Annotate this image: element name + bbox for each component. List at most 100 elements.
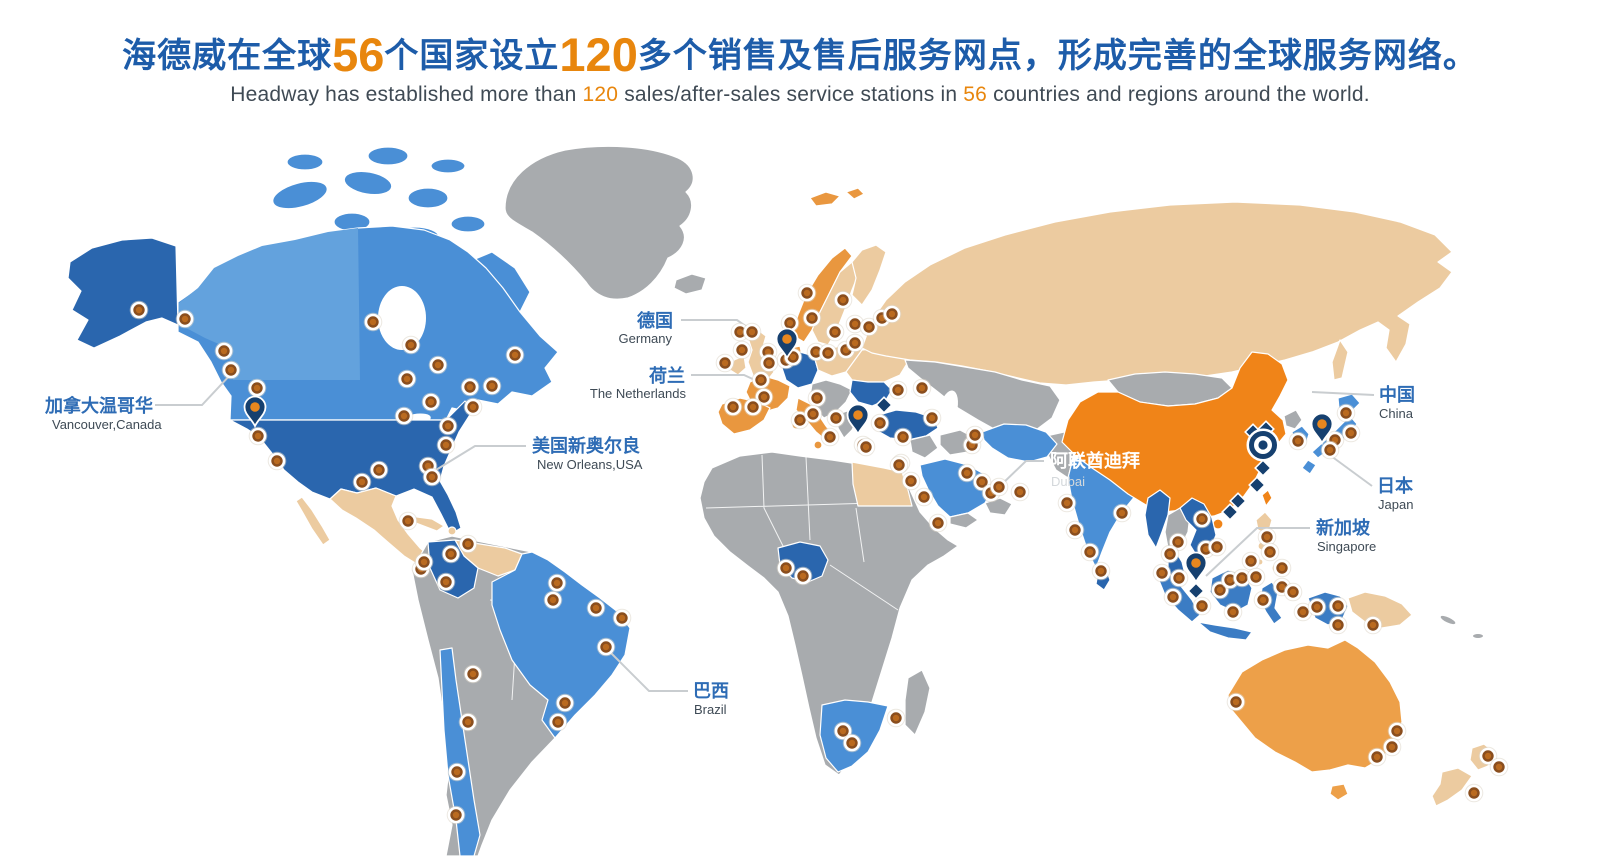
label-new-orleans-en: New Orleans,USA [537,457,643,472]
service-station-marker [397,369,417,389]
title-zh-seg2: 个国家设立 [384,37,560,75]
service-station-marker [463,397,483,417]
service-station-marker [505,345,525,365]
label-germany-en: Germany [619,331,673,346]
service-station-marker [1152,563,1172,583]
subtitle-en-seg1: Headway has established more than [230,83,583,106]
label-china-zh: 中国 [1379,384,1415,405]
region-iceland [673,273,707,295]
leader-line-vancouver [155,372,233,406]
service-station-marker [463,664,483,684]
service-station-marker [928,513,948,533]
service-station-marker [803,404,823,424]
region-sakhalin [1331,339,1349,381]
region-brazil [491,551,631,739]
service-station-marker [1065,520,1085,540]
service-station-marker [833,290,853,310]
label-brazil-zh: 巴西 [693,681,729,701]
region-taiwan [1261,489,1273,507]
region-iran [981,423,1058,463]
service-station-marker [1489,757,1509,777]
leader-line-singapore [1205,527,1310,577]
region-myanmar [1144,489,1171,549]
service-station-marker [965,425,985,445]
headquarters-ring-marker [1246,428,1280,462]
service-station-marker [845,333,865,353]
service-station-marker [1057,493,1077,513]
subtitle-en-seg3: countries and regions around the world. [987,83,1370,106]
label-netherlands-zh: 荷兰 [649,365,685,386]
service-station-marker [1080,542,1100,562]
label-dubai: 阿联酋迪拜 Dubai [1050,450,1140,489]
service-station-marker [267,451,287,471]
service-station-marker [548,712,568,732]
service-station-marker [1169,568,1189,588]
service-station-marker [1307,597,1327,617]
service-station-marker [901,471,921,491]
service-station-marker [922,408,942,428]
label-japan-zh: 日本 [1377,475,1413,496]
service-station-marker [797,283,817,303]
label-vancouver-en: Vancouver,Canada [52,417,162,432]
service-station-marker [214,341,234,361]
service-station-marker [460,377,480,397]
service-station-marker [586,598,606,618]
label-dubai-zh: 阿联酋迪拜 [1050,450,1140,471]
service-station-marker [1207,537,1227,557]
service-station-marker [1272,558,1292,578]
region-turkey [875,409,939,441]
branch-diamond-marker [875,396,893,414]
location-pin [846,403,870,437]
service-station-marker [1223,602,1243,622]
service-station-marker [914,487,934,507]
service-station-marker [428,355,448,375]
service-station-marker [1382,737,1402,757]
service-station-markers [129,283,1509,825]
caspian-sea [938,390,958,430]
service-station-marker [1293,602,1313,622]
service-station-marker [732,340,752,360]
leader-line-new-orleans [430,445,526,474]
title-zh-seg3: 多个销售及售后服务网点，形成完善的全球服务网络。 [637,37,1478,75]
branch-diamond-marker [1187,582,1205,600]
service-station-marker [436,435,456,455]
service-station-marker [780,313,800,333]
service-station-marker [1260,542,1280,562]
service-station-marker [401,335,421,355]
header: 海德威在全球56个国家设立120多个销售及售后服务网点，形成完善的全球服务网络。… [0,30,1600,107]
service-station-marker [742,322,762,342]
label-vancouver-zh: 加拿大温哥华 [44,395,153,416]
service-station-marker [751,370,771,390]
service-station-marker [859,317,879,337]
service-station-marker [1112,503,1132,523]
location-pin [1310,412,1334,446]
label-new-orleans-zh: 美国新奥尔良 [532,435,640,456]
service-station-marker [856,437,876,457]
region-madagascar [904,669,931,736]
service-station-marker [482,376,502,396]
service-station-marker [845,314,865,334]
service-station-marker [826,408,846,428]
service-station-marker [818,343,838,363]
region-greenland [504,145,694,300]
service-station-marker [1163,587,1183,607]
service-station-marker [825,322,845,342]
service-station-marker [1192,596,1212,616]
service-station-marker [247,378,267,398]
title-zh-count-stations: 120 [559,28,638,81]
service-station-marker [369,460,389,480]
service-station-marker [1464,783,1484,803]
label-singapore-en: Singapore [1317,539,1376,554]
service-station-marker [1387,721,1407,741]
service-station-marker [989,477,1009,497]
region-fiji [1473,634,1483,638]
service-station-marker [1336,403,1356,423]
service-station-marker [807,388,827,408]
service-station-marker [802,308,822,328]
service-station-marker [912,378,932,398]
service-station-marker [394,406,414,426]
